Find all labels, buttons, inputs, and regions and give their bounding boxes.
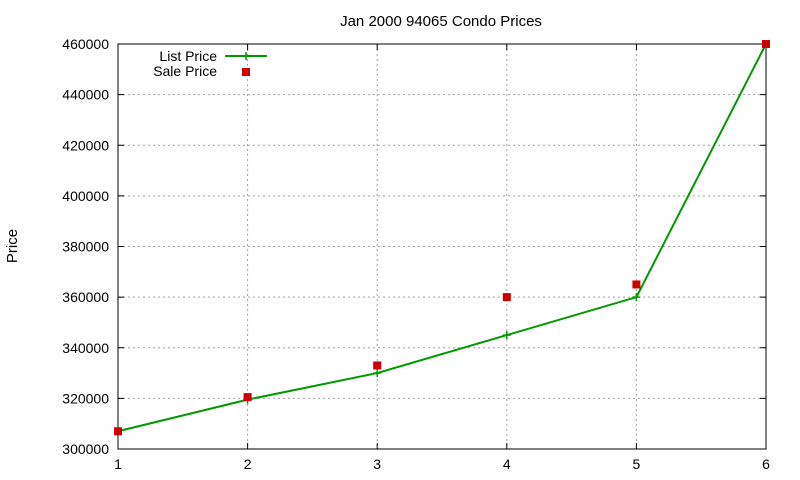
axis-ticks: 300000 320000 340000 360000 380000 400000 4200… xyxy=(62,36,770,472)
legend-entry: List Price xyxy=(159,48,267,64)
legend-label: Sale Price xyxy=(153,63,217,79)
series-line xyxy=(117,43,767,433)
y-tick-label: 440000 xyxy=(62,87,109,103)
y-tick-label: 400000 xyxy=(62,188,109,204)
sale-price-point xyxy=(373,361,382,370)
legend-swatch-marker xyxy=(242,68,250,76)
list-price-point xyxy=(373,369,382,378)
legend-entry: Sale Price xyxy=(153,63,250,79)
y-axis-label: Price xyxy=(4,229,21,263)
y-tick-label: 320000 xyxy=(62,390,109,406)
sale-price-point xyxy=(243,393,252,402)
y-tick-label: 420000 xyxy=(62,137,109,153)
x-tick-label: 1 xyxy=(114,456,122,472)
x-tick-label: 5 xyxy=(633,456,641,472)
x-tick-label: 3 xyxy=(373,456,381,472)
legend-swatch-marker xyxy=(242,52,250,60)
sale-price-point xyxy=(632,280,641,289)
grid xyxy=(118,44,766,449)
sale-price-point xyxy=(502,293,511,302)
series-sale-price xyxy=(114,40,770,436)
y-tick-label: 380000 xyxy=(62,239,109,255)
x-tick-label: 4 xyxy=(503,456,511,472)
y-tick-label: 460000 xyxy=(62,36,109,52)
series-list-price xyxy=(114,40,770,436)
chart-title: Jan 2000 94065 Condo Prices xyxy=(340,13,542,30)
y-tick-label: 300000 xyxy=(62,441,109,457)
list-price-point xyxy=(632,293,641,302)
y-tick-label: 360000 xyxy=(62,289,109,305)
series-layer xyxy=(114,40,770,436)
legend-label: List Price xyxy=(159,48,217,64)
plot-frame xyxy=(117,43,767,450)
x-tick-label: 2 xyxy=(244,456,252,472)
list-price-point xyxy=(502,331,511,340)
sale-price-point xyxy=(762,40,770,48)
sale-price-point xyxy=(114,427,122,436)
x-tick-label: 6 xyxy=(762,456,770,472)
y-tick-label: 340000 xyxy=(62,340,109,356)
